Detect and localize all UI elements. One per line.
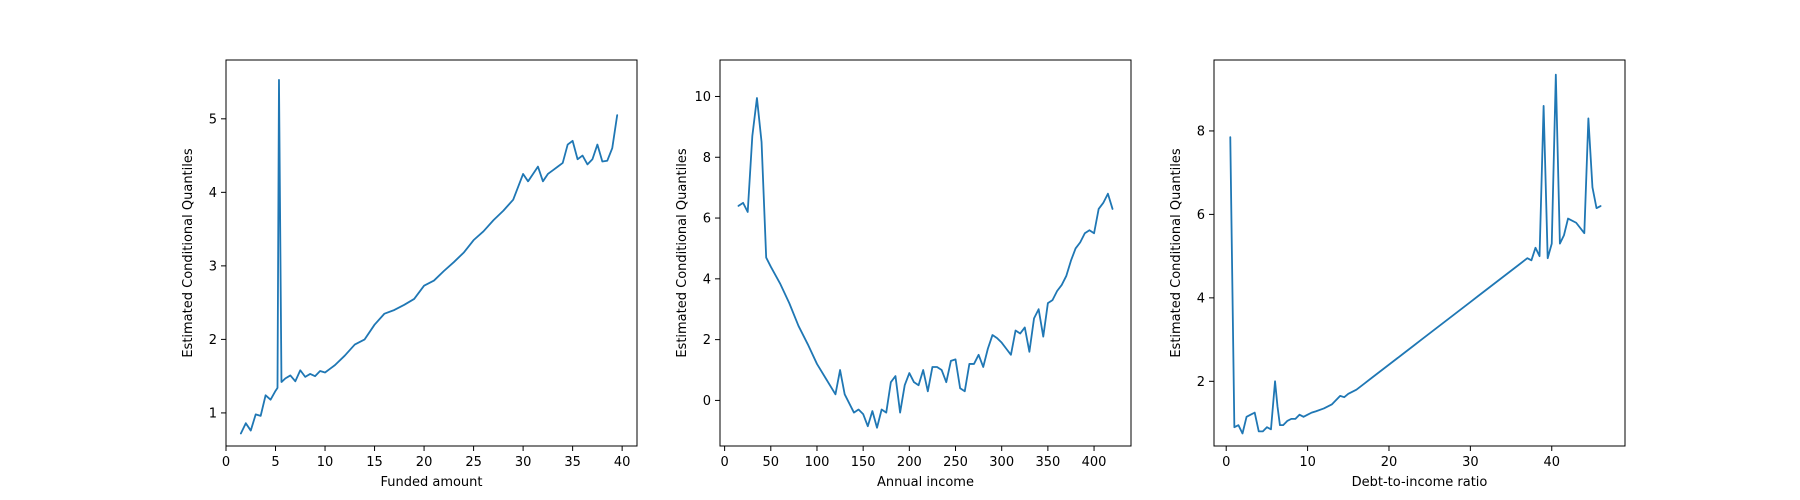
series-line (239, 78, 619, 435)
x-tick-label: 30 (1462, 455, 1479, 470)
y-tick-label: 10 (694, 90, 711, 105)
x-tick-label: 0 (222, 455, 230, 470)
y-axis-label: Estimated Conditional Quantiles (1169, 148, 1184, 358)
subplot-debt-to-income-ratio: 0 10 20 30 40 2 4 6 8 Debt-to-income ratio Estimat… (1169, 59, 1626, 490)
subplot-annual-income: 0 50 100 150 200 250 300 350 400 0 2 4 6 8 10 Annual in… (675, 59, 1132, 490)
y-tick-label: 4 (1197, 291, 1205, 306)
y-tick-label: 8 (1197, 124, 1205, 139)
x-tick-label: 40 (614, 455, 631, 470)
y-tick-label: 3 (209, 259, 217, 274)
x-tick-label: 200 (897, 455, 922, 470)
plot-frame (1213, 59, 1626, 447)
series-line (1229, 73, 1602, 435)
x-tick-label: 0 (720, 455, 728, 470)
plot-frame (719, 59, 1132, 447)
x-tick-label: 150 (851, 455, 876, 470)
y-tick-label: 2 (703, 333, 711, 348)
y-tick-label: 4 (209, 186, 217, 201)
x-tick-label: 100 (805, 455, 830, 470)
x-tick-label: 400 (1082, 455, 1107, 470)
y-tick-label: 8 (703, 151, 711, 166)
x-tick-label: 40 (1543, 455, 1560, 470)
y-tick-label: 5 (209, 112, 217, 127)
y-axis-label: Estimated Conditional Quantiles (675, 148, 690, 358)
y-tick-label: 2 (1197, 375, 1205, 390)
x-tick-label: 350 (1035, 455, 1060, 470)
x-tick-label: 25 (465, 455, 482, 470)
x-axis-label: Debt-to-income ratio (1352, 475, 1488, 490)
x-axis-label: Funded amount (380, 475, 482, 490)
x-tick-label: 50 (763, 455, 780, 470)
y-tick-label: 2 (209, 333, 217, 348)
y-tick-label: 6 (703, 212, 711, 227)
x-axis-label: Annual income (877, 475, 974, 490)
y-tick-label: 0 (703, 394, 711, 409)
x-tick-label: 15 (366, 455, 383, 470)
x-tick-label: 5 (271, 455, 279, 470)
y-axis-label: Estimated Conditional Quantiles (181, 148, 196, 358)
x-tick-label: 20 (416, 455, 433, 470)
y-tick-label: 6 (1197, 208, 1205, 223)
plot-frame (225, 59, 638, 447)
x-tick-label: 10 (317, 455, 334, 470)
x-tick-label: 20 (1381, 455, 1398, 470)
y-tick-label: 1 (209, 406, 217, 421)
x-tick-label: 35 (564, 455, 581, 470)
series-line (737, 97, 1114, 429)
x-tick-label: 0 (1222, 455, 1230, 470)
x-tick-label: 300 (989, 455, 1014, 470)
x-tick-label: 10 (1299, 455, 1316, 470)
subplot-funded-amount: 0 5 10 15 20 25 30 35 40 1 2 3 4 5 Funded amount Estima… (181, 59, 638, 490)
y-tick-label: 4 (703, 272, 711, 287)
x-tick-label: 250 (943, 455, 968, 470)
x-tick-label: 30 (515, 455, 532, 470)
